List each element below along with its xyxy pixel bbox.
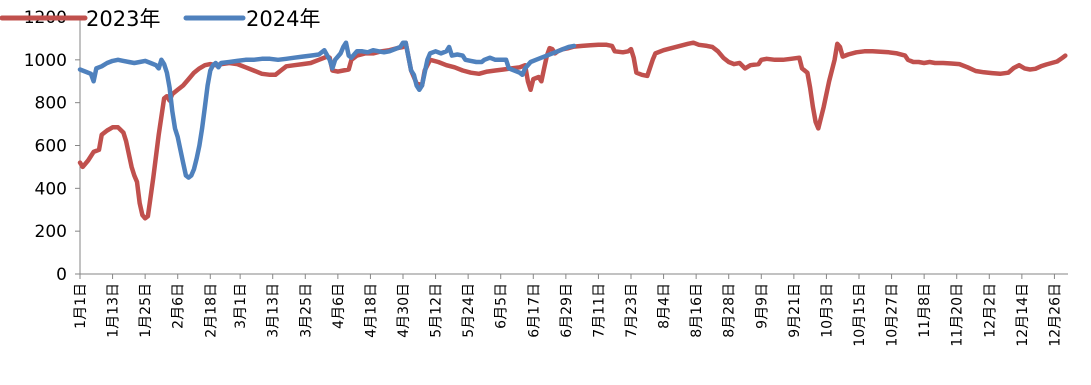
series-line-2023年 (77, 40, 1068, 221)
x-tick-label: 9月9日 (754, 283, 770, 329)
x-tick-label: 2月18日 (203, 283, 219, 338)
series-line-2024年 (77, 40, 577, 180)
y-tick-label: 200 (35, 222, 67, 242)
x-tick-label: 1月13日 (106, 283, 122, 338)
x-tick-label: 10月15日 (852, 283, 868, 347)
x-tick-label: 4月30日 (396, 283, 412, 338)
y-tick-label: 600 (35, 137, 67, 157)
x-tick-label: 2月6日 (171, 283, 187, 329)
x-tick-label: 6月29日 (559, 283, 575, 338)
x-tick-label: 8月4日 (657, 283, 673, 329)
y-tick-label: 400 (35, 179, 67, 199)
x-tick-label: 9月21日 (787, 283, 803, 338)
x-tick-label: 5月24日 (461, 283, 477, 338)
x-tick-label: 3月1日 (233, 283, 249, 329)
x-tick-label: 6月17日 (526, 283, 542, 338)
x-tick-label: 11月8日 (917, 283, 933, 338)
legend: 2023年 2024年 (0, 7, 320, 31)
y-tick-label: 1000 (24, 51, 67, 71)
legend-label-2024年: 2024年 (246, 7, 320, 31)
x-tick-label: 1月1日 (73, 283, 89, 329)
x-tick-label: 7月23日 (624, 283, 640, 338)
x-tick-label: 3月25日 (298, 283, 314, 338)
x-tick-label: 4月18日 (363, 283, 379, 338)
x-tick-label: 6月5日 (494, 283, 510, 329)
x-tick-label: 7月11日 (591, 283, 607, 338)
x-tick-label: 8月16日 (689, 283, 705, 338)
x-tick-label: 5月12日 (429, 283, 445, 338)
x-tick-label: 1月25日 (138, 283, 154, 338)
y-tick-label: 0 (56, 265, 67, 285)
x-tick-label: 12月2日 (982, 283, 998, 338)
series-layer (77, 40, 1068, 221)
x-tick-label: 3月13日 (266, 283, 282, 338)
x-tick-label: 10月3日 (819, 283, 835, 338)
y-tick-label: 800 (35, 94, 67, 114)
x-tick-label: 12月26日 (1047, 283, 1063, 347)
x-tick-label: 11月20日 (950, 283, 966, 347)
legend-label-2023年: 2023年 (86, 7, 160, 31)
x-tick-label: 8月28日 (722, 283, 738, 338)
axes: 0200400600800100012001月1日1月13日1月25日2月6日2… (24, 8, 1068, 347)
x-tick-label: 10月27日 (885, 283, 901, 347)
x-tick-label: 4月6日 (331, 283, 347, 329)
x-tick-label: 12月14日 (1015, 283, 1031, 347)
